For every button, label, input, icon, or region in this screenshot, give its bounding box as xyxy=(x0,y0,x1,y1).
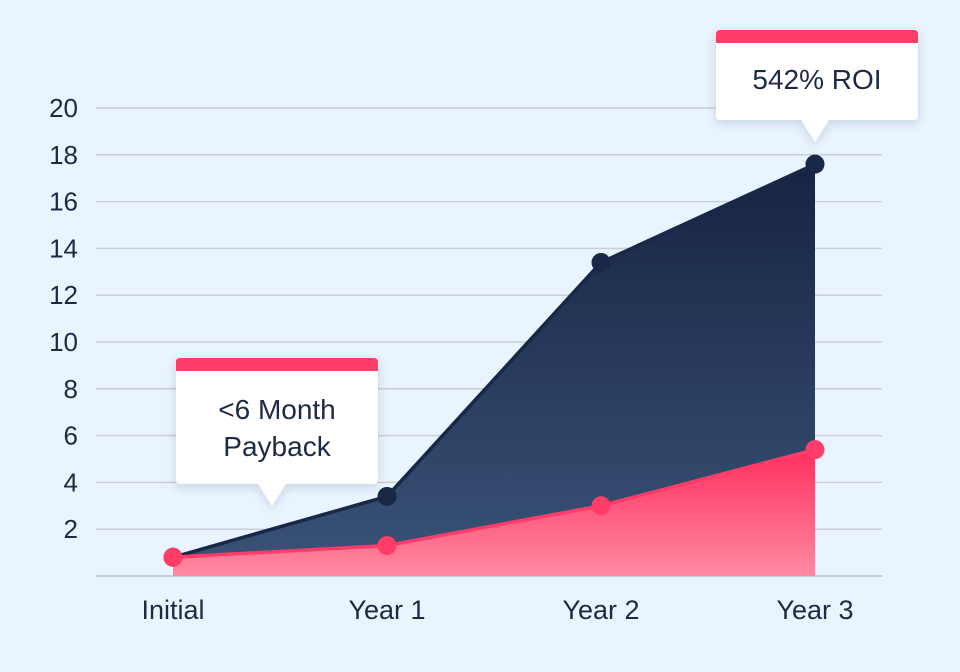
line-investment xyxy=(172,447,816,560)
y-tick-label: 8 xyxy=(64,374,78,404)
x-tick-label: Year 3 xyxy=(776,595,853,625)
callout-accent-bar xyxy=(176,358,378,371)
x-tick-label: Year 1 xyxy=(348,595,425,625)
point-investment xyxy=(591,496,611,516)
callout-payback: <6 Month Payback xyxy=(176,358,378,506)
line-total-return xyxy=(172,162,816,559)
x-tick-label: Initial xyxy=(141,595,204,625)
point-total-return xyxy=(805,154,825,174)
callout-box xyxy=(716,30,918,142)
callout-box xyxy=(176,358,378,506)
callout-text: <6 Month xyxy=(218,394,336,425)
y-tick-label: 20 xyxy=(49,93,78,123)
y-tick-label: 18 xyxy=(49,140,78,170)
callout-text: Payback xyxy=(223,431,331,462)
area-investment xyxy=(173,449,815,576)
series-lines xyxy=(172,162,816,560)
area-total-return xyxy=(173,164,815,576)
callout-accent-bar xyxy=(716,30,918,43)
point-total-return xyxy=(591,252,611,272)
series-areas xyxy=(173,164,815,576)
callouts: <6 Month Payback 542% ROI xyxy=(176,30,918,506)
y-tick-label: 2 xyxy=(64,514,78,544)
x-tick-label: Year 2 xyxy=(562,595,639,625)
y-tick-label: 14 xyxy=(49,233,78,263)
y-tick-label: 12 xyxy=(49,280,78,310)
callout-roi: 542% ROI xyxy=(716,30,918,142)
y-tick-label: 16 xyxy=(49,187,78,217)
y-axis-ticks: 2 4 6 8 10 12 14 16 18 20 xyxy=(49,93,78,544)
data-points xyxy=(163,154,825,567)
point-investment xyxy=(377,536,397,556)
y-tick-label: 4 xyxy=(64,467,78,497)
point-total-return xyxy=(377,486,397,506)
x-axis-labels: Initial Year 1 Year 2 Year 3 xyxy=(141,595,853,625)
y-tick-label: 6 xyxy=(64,421,78,451)
y-tick-label: 10 xyxy=(49,327,78,357)
point-investment xyxy=(805,440,825,460)
point-investment xyxy=(163,547,183,567)
callout-text: 542% ROI xyxy=(752,64,881,95)
